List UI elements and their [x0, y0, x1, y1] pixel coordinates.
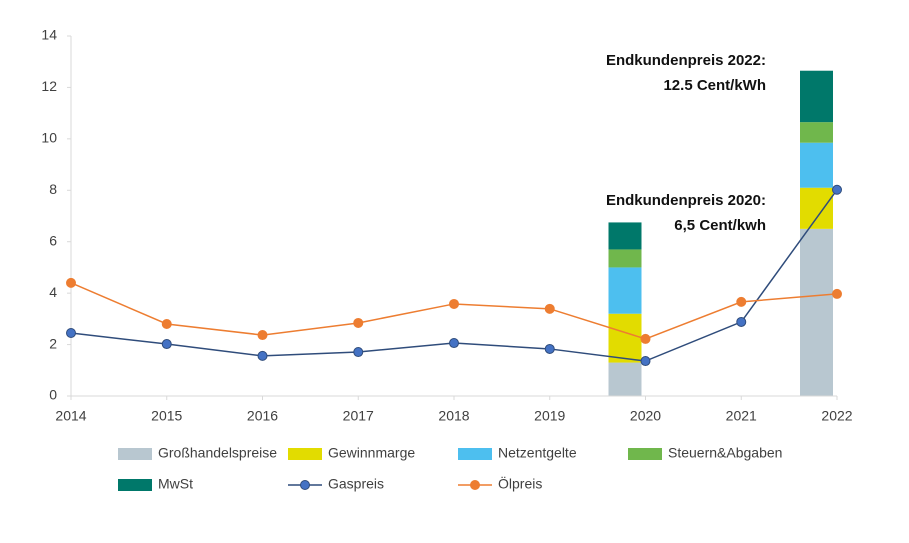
x-tick-label: 2019 [534, 408, 565, 424]
legend-label: Ölpreis [498, 475, 542, 492]
bar-segment [800, 187, 833, 229]
legend-marker [470, 480, 480, 490]
marker [161, 319, 172, 329]
marker [640, 356, 651, 367]
legend-label: Großhandelspreise [158, 445, 277, 461]
x-tick-label: 2014 [55, 408, 86, 424]
annotation: 12.5 Cent/kWh [663, 77, 766, 94]
x-tick-label: 2018 [438, 408, 469, 424]
marker [544, 303, 555, 314]
x-tick-label: 2017 [343, 408, 374, 424]
marker [640, 333, 651, 344]
bar-segment [608, 313, 642, 363]
y-tick-label: 8 [49, 181, 57, 197]
y-tick-label: 4 [49, 284, 57, 300]
legend-label: Steuern&Abgaben [668, 445, 782, 461]
legend-label: Netzentgelte [498, 445, 577, 461]
marker [449, 338, 459, 349]
x-tick-label: 2015 [151, 408, 182, 424]
annotation: Endkundenpreis 2020: [606, 192, 766, 209]
marker [353, 347, 364, 358]
legend-swatch [118, 479, 152, 491]
legend-swatch [458, 448, 492, 460]
bar-segment [800, 122, 833, 143]
marker [353, 317, 364, 328]
y-tick-label: 10 [41, 130, 57, 146]
marker [544, 343, 555, 354]
x-tick-label: 2020 [630, 408, 661, 424]
marker [257, 350, 268, 361]
y-tick-label: 6 [49, 232, 57, 248]
bar-segment [800, 70, 833, 123]
marker [66, 328, 76, 338]
marker [449, 298, 459, 309]
legend-label: MwSt [158, 476, 193, 492]
legend-swatch [288, 448, 322, 460]
marker [832, 288, 842, 299]
bar-segment [608, 362, 642, 396]
marker [66, 277, 76, 288]
annotation: Endkundenpreis 2022: [606, 52, 766, 69]
marker [257, 330, 268, 341]
x-tick-label: 2016 [247, 408, 278, 424]
y-tick-label: 12 [41, 78, 57, 94]
legend-swatch [628, 448, 662, 460]
y-tick-label: 0 [49, 387, 57, 403]
marker [161, 339, 172, 350]
bar-segment [800, 142, 833, 188]
bar-segment [800, 228, 833, 396]
annotation: 6,5 Cent/kwh [674, 217, 766, 234]
y-tick-label: 14 [41, 27, 57, 43]
bar-segment [608, 267, 642, 314]
legend-marker [300, 480, 310, 490]
legend-label: Gaspreis [328, 476, 384, 492]
marker [832, 184, 842, 195]
marker [736, 296, 747, 307]
line [70, 189, 838, 362]
bar-segment [608, 222, 642, 250]
legend-swatch [118, 448, 152, 460]
x-tick-label: 2021 [726, 408, 757, 424]
x-tick-label: 2022 [821, 408, 852, 424]
y-tick-label: 2 [49, 335, 57, 351]
marker [736, 316, 747, 327]
legend-label: Gewinnmarge [328, 445, 415, 461]
bar-segment [608, 249, 642, 268]
